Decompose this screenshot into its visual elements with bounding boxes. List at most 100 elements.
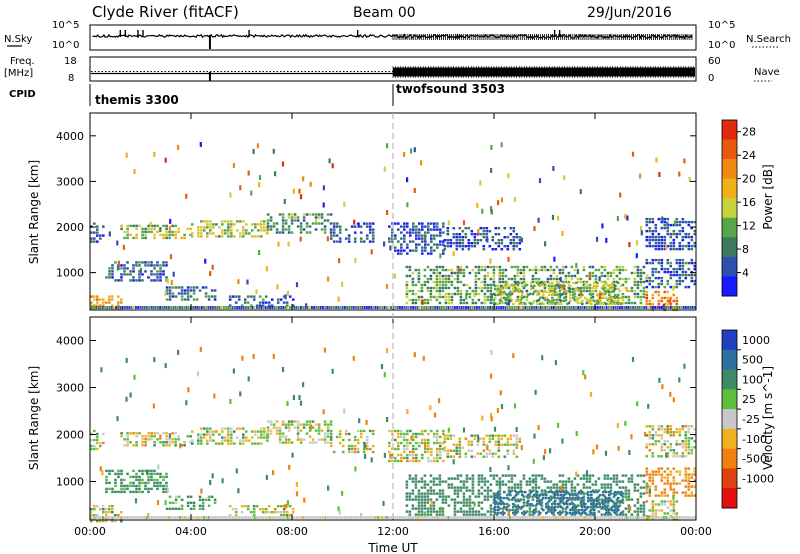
heatmap-cell <box>483 277 487 281</box>
heatmap-cell <box>278 516 280 519</box>
heatmap-cell <box>660 267 664 271</box>
heatmap-cell <box>483 280 487 284</box>
heatmap-cell <box>352 516 355 519</box>
heatmap-cell <box>618 271 622 275</box>
heatmap-cell <box>415 228 418 231</box>
heatmap-cell <box>570 501 574 504</box>
heatmap-cell <box>236 516 238 519</box>
heatmap-cell <box>516 295 520 299</box>
heatmap-cell <box>93 444 96 448</box>
heatmap-cell <box>671 306 674 309</box>
heatmap-cell <box>196 371 200 377</box>
heatmap-cell <box>596 281 599 285</box>
heatmap-cell <box>462 498 466 501</box>
heatmap-cell <box>528 504 532 507</box>
heatmap-cell <box>525 265 529 269</box>
heatmap-cell <box>245 430 248 433</box>
heatmap-cell <box>533 516 535 519</box>
heatmap-cell <box>586 516 588 519</box>
heatmap-cell <box>536 281 539 285</box>
heatmap-cell <box>569 511 572 515</box>
heatmap-cell <box>497 200 500 206</box>
heatmap-cell <box>181 306 183 309</box>
heatmap-cell <box>621 501 625 504</box>
heatmap-cell <box>284 441 288 444</box>
heatmap-cell <box>522 286 526 290</box>
heatmap-cell <box>480 474 484 477</box>
heatmap-cell <box>669 261 673 265</box>
heatmap-cell <box>476 434 480 437</box>
heatmap-cell <box>435 289 439 293</box>
heatmap-cell <box>627 504 631 507</box>
heatmap-cell <box>243 505 247 508</box>
heatmap-cell <box>593 511 596 515</box>
heatmap-cell <box>495 306 498 309</box>
heatmap-cell <box>154 516 157 519</box>
heatmap-cell <box>480 306 483 309</box>
heatmap-cell <box>156 270 159 273</box>
heatmap-cell <box>540 507 544 510</box>
heatmap-cell <box>639 510 643 513</box>
heatmap-cell <box>260 433 263 436</box>
heatmap-cell <box>501 268 505 272</box>
heatmap-cell <box>93 516 95 519</box>
heatmap-cell <box>430 459 433 463</box>
heatmap-cell <box>554 302 557 306</box>
heatmap-cell <box>456 271 460 275</box>
heatmap-cell <box>348 306 351 309</box>
heatmap-cell <box>672 270 676 274</box>
heatmap-cell <box>439 450 442 454</box>
heatmap-cell <box>648 488 651 494</box>
heatmap-cell <box>459 474 463 477</box>
heatmap-cell <box>609 513 613 516</box>
heatmap-cell <box>344 237 348 240</box>
heatmap-cell <box>471 513 475 516</box>
heatmap-cell <box>506 443 510 446</box>
heatmap-cell <box>198 306 201 309</box>
heatmap-cell <box>612 510 616 513</box>
heatmap-cell <box>441 286 445 290</box>
heatmap-cell <box>564 292 568 296</box>
heatmap-cell <box>687 428 691 431</box>
heatmap-cell <box>582 474 586 477</box>
heatmap-cell <box>572 293 575 297</box>
heatmap-cell <box>497 493 500 497</box>
heatmap-cell <box>681 226 685 230</box>
heatmap-cell <box>287 241 290 247</box>
heatmap-cell <box>441 501 445 504</box>
heatmap-cell <box>569 299 572 303</box>
heatmap-cell <box>666 217 670 221</box>
heatmap-cell <box>575 262 578 268</box>
heatmap-cell <box>581 490 584 494</box>
heatmap-cell <box>322 306 324 309</box>
heatmap-cell <box>386 417 389 422</box>
heatmap-cell <box>179 306 181 309</box>
heatmap-cell <box>90 520 93 523</box>
heatmap-cell <box>430 450 433 454</box>
heatmap-cell <box>516 498 520 501</box>
heatmap-cell <box>372 516 375 519</box>
heatmap-cell <box>557 493 560 497</box>
heatmap-cell <box>277 241 280 247</box>
heatmap-cell <box>500 287 503 291</box>
heatmap-cell <box>126 435 129 438</box>
heatmap-cell <box>682 306 685 309</box>
heatmap-cell <box>666 446 670 449</box>
heatmap-cell <box>624 492 628 495</box>
heatmap-cell <box>344 429 348 433</box>
heatmap-cell <box>588 265 592 269</box>
heatmap-cell <box>465 498 469 501</box>
heatmap-cell <box>298 395 301 400</box>
heatmap-cell <box>489 495 493 498</box>
heatmap-cell <box>520 445 523 451</box>
heatmap-cell <box>429 510 433 513</box>
heatmap-cell <box>617 508 620 512</box>
heatmap-cell <box>183 298 187 301</box>
heatmap-cell <box>500 404 504 410</box>
heatmap-cell <box>284 503 287 509</box>
heatmap-cell <box>620 499 623 503</box>
heatmap-cell <box>533 508 536 512</box>
heatmap-cell <box>365 438 369 442</box>
heatmap-cell <box>153 227 156 231</box>
heatmap-cell <box>292 395 295 400</box>
